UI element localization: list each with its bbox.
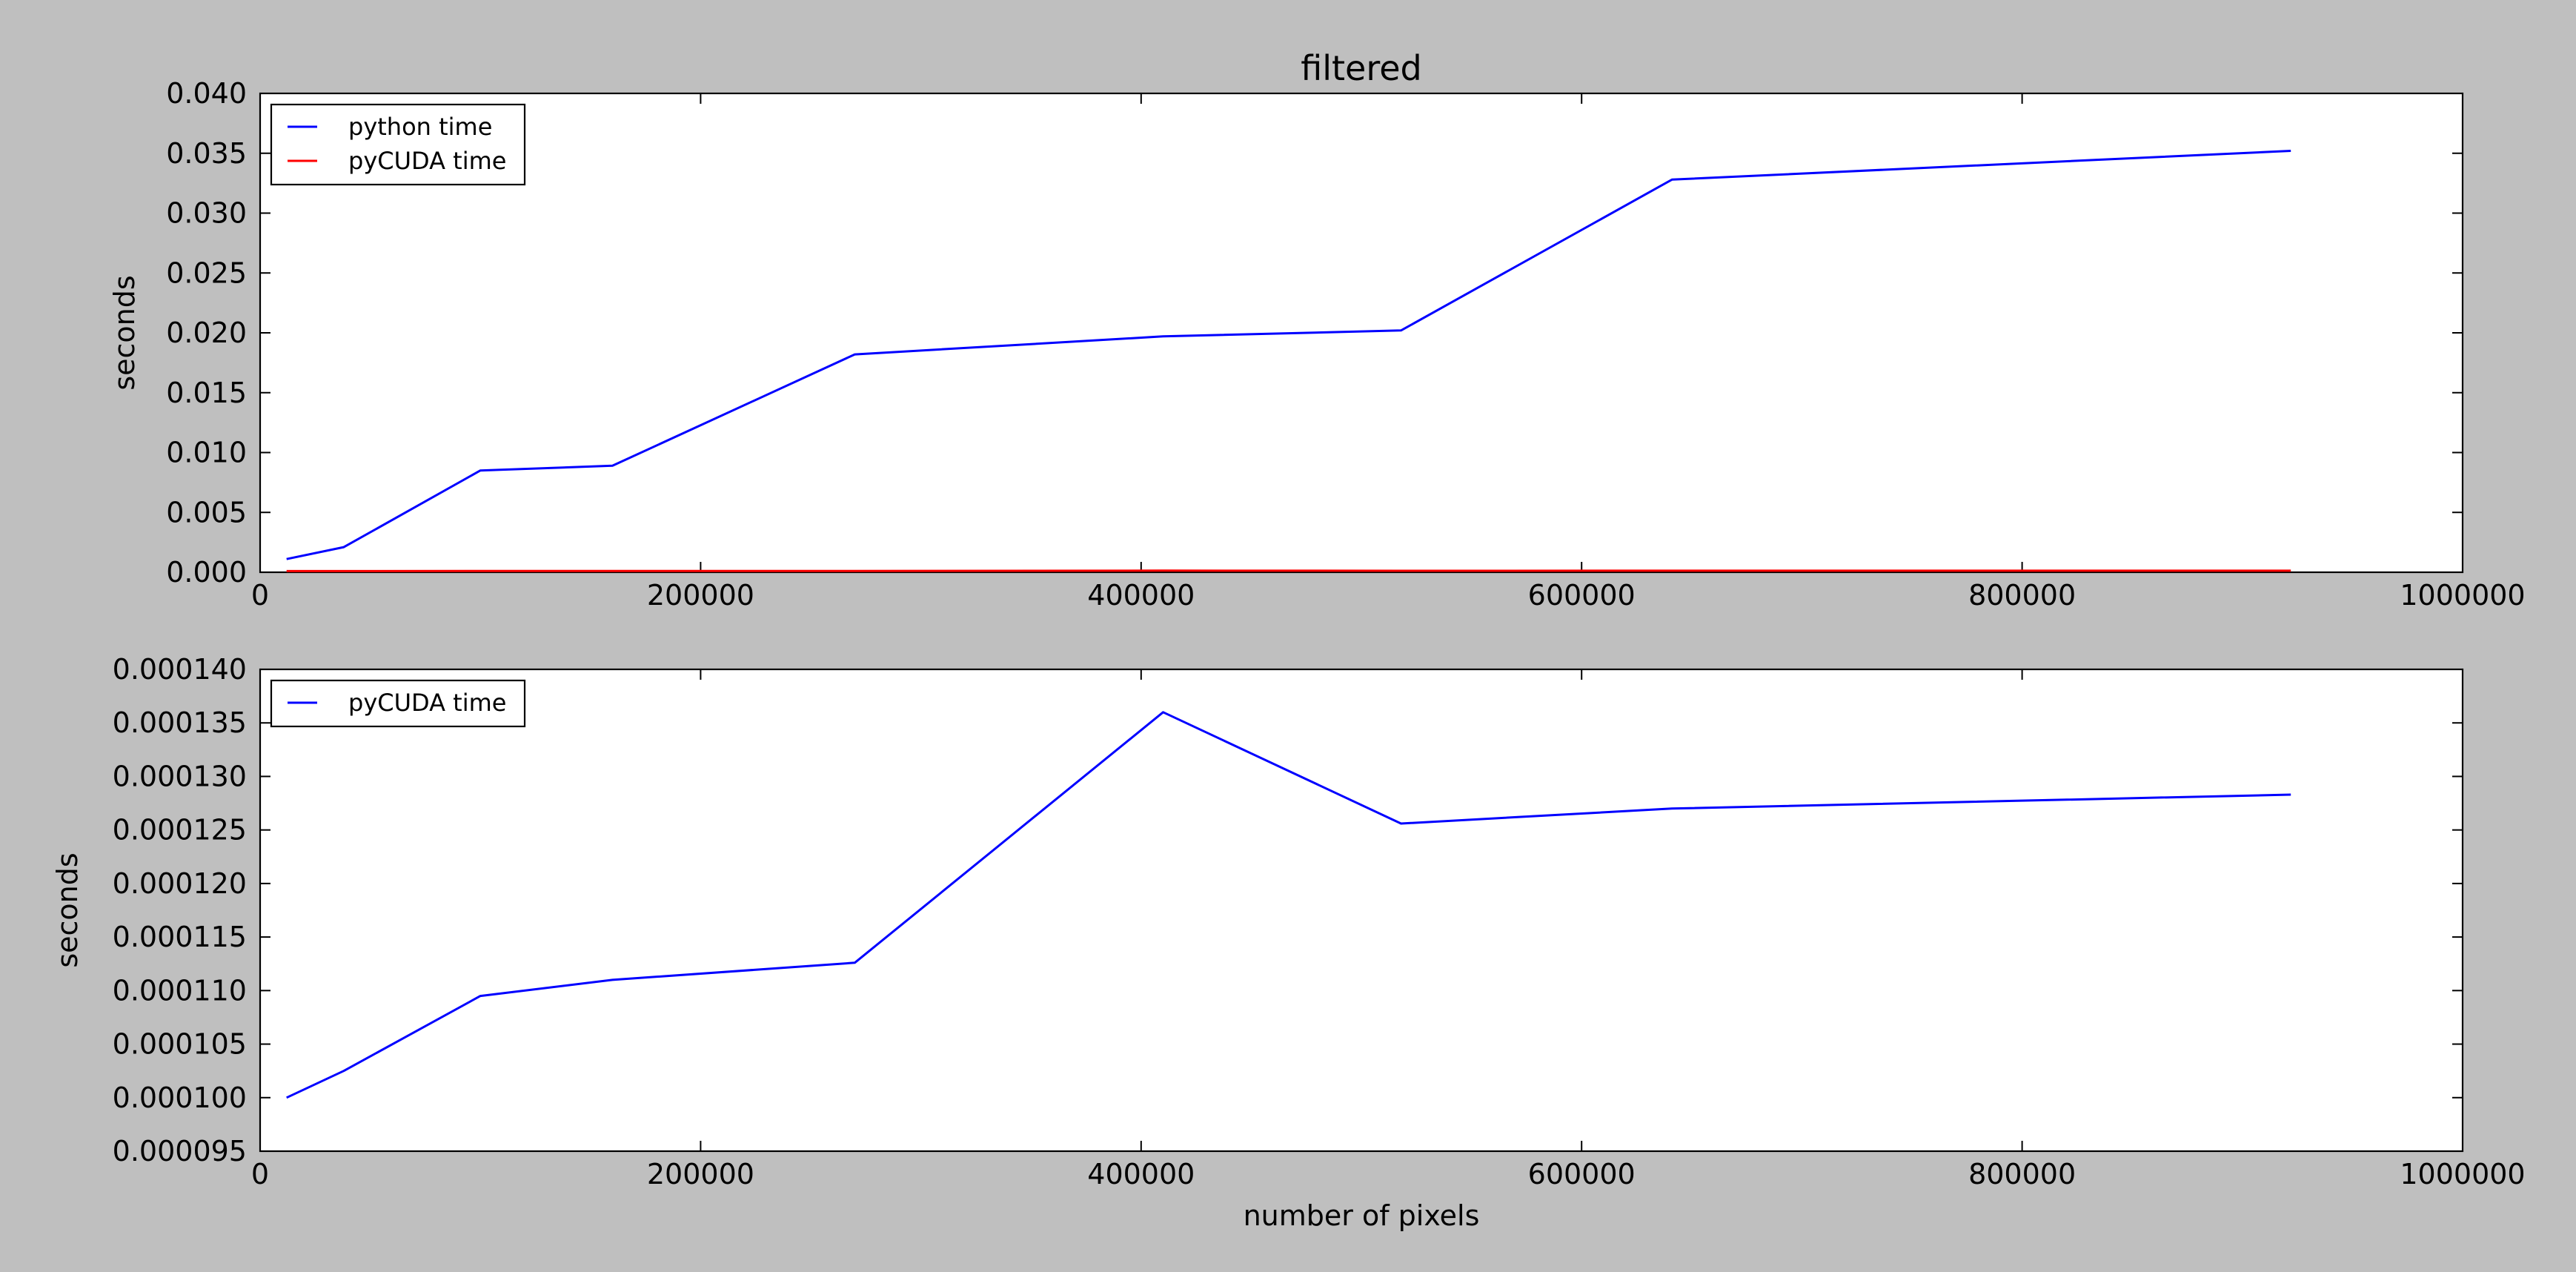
- y-tick-label: 0.000140: [113, 653, 247, 686]
- y-tick-label: 0.005: [166, 496, 247, 529]
- plot-area: [259, 668, 2464, 1153]
- y-tick-label: 0.040: [166, 77, 247, 110]
- x-axis-label: number of pixels: [1244, 1199, 1480, 1232]
- x-tick-label: 600000: [1528, 1158, 1636, 1190]
- plot-area: [259, 92, 2464, 574]
- x-tick-label: 1000000: [2400, 579, 2525, 612]
- y-tick-label: 0.000115: [113, 921, 247, 953]
- y-tick-label: 0.000120: [113, 867, 247, 900]
- chart-title: filtered: [1301, 48, 1422, 88]
- series-line-python-time: [286, 150, 2291, 560]
- legend-label: pyCUDA time: [348, 689, 506, 717]
- x-tick-label: 400000: [1087, 579, 1195, 612]
- y-tick-label: 0.000135: [113, 706, 247, 739]
- x-tick-label: 600000: [1528, 579, 1636, 612]
- x-tick-label: 0: [251, 1158, 269, 1190]
- y-tick-label: 0.025: [166, 256, 247, 289]
- x-tick-label: 800000: [1968, 1158, 2076, 1190]
- x-tick-label: 200000: [647, 579, 754, 612]
- y-tick-label: 0.000130: [113, 760, 247, 792]
- y-tick-label: 0.010: [166, 437, 247, 469]
- series-line-pycuda-time: [286, 711, 2291, 1099]
- y-tick-label: 0.000125: [113, 814, 247, 847]
- bottom-plot: 0 200000 400000 600000 800000 1000000 0.000095…: [51, 653, 2526, 1232]
- y-tick-label: 0.000105: [113, 1028, 247, 1061]
- x-tick-label: 1000000: [2400, 1158, 2525, 1190]
- y-tick-label: 0.015: [166, 377, 247, 409]
- x-tick-label: 800000: [1968, 579, 2076, 612]
- legend-label: python time: [348, 113, 492, 141]
- y-tick-label: 0.035: [166, 137, 247, 170]
- y-tick-label: 0.030: [166, 197, 247, 230]
- y-tick-label: 0.000100: [113, 1081, 247, 1114]
- y-tick-label: 0.000110: [113, 974, 247, 1007]
- legend-label: pyCUDA time: [348, 147, 506, 175]
- x-tick-label: 400000: [1087, 1158, 1195, 1190]
- legend: [270, 103, 526, 186]
- y-tick-label: 0.000: [166, 556, 247, 589]
- y-tick-label: 0.000095: [113, 1135, 247, 1167]
- y-tick-label: 0.020: [166, 317, 247, 349]
- series-line-pycuda-time: [286, 569, 2291, 572]
- y-axis-label: seconds: [51, 852, 84, 967]
- x-tick-label: 200000: [647, 1158, 754, 1190]
- y-axis-label: seconds: [108, 275, 141, 390]
- top-plot: 0 200000 400000 600000 800000 1000000 0.000 0.0…: [108, 48, 2526, 612]
- x-tick-label: 0: [251, 579, 269, 612]
